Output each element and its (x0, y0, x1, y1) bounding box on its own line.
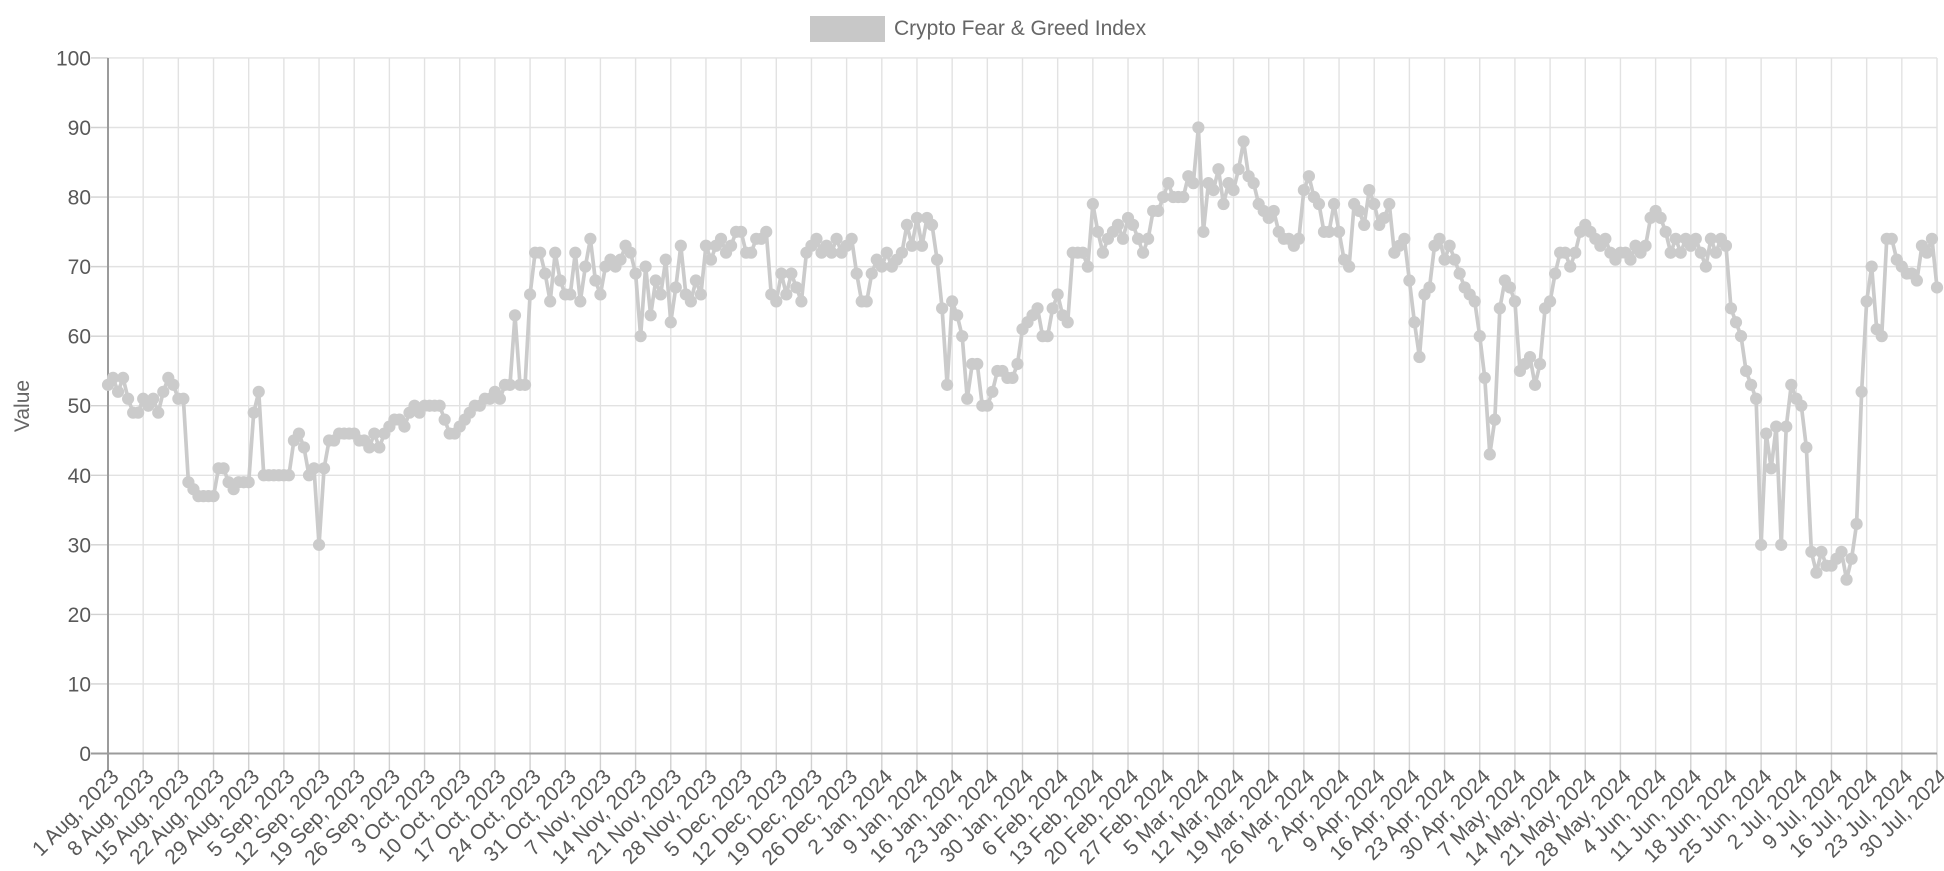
svg-text:0: 0 (79, 743, 91, 766)
svg-text:Crypto Fear & Greed Index: Crypto Fear & Greed Index (894, 17, 1147, 40)
svg-text:20: 20 (68, 604, 91, 627)
svg-text:10: 10 (68, 673, 91, 696)
svg-text:60: 60 (68, 326, 91, 349)
svg-text:100: 100 (56, 48, 91, 71)
svg-text:90: 90 (68, 117, 91, 140)
svg-text:70: 70 (68, 256, 91, 279)
svg-text:Value: Value (11, 380, 34, 432)
svg-text:80: 80 (68, 187, 91, 210)
svg-text:40: 40 (68, 465, 91, 488)
svg-text:30: 30 (68, 534, 91, 557)
svg-text:50: 50 (68, 395, 91, 418)
